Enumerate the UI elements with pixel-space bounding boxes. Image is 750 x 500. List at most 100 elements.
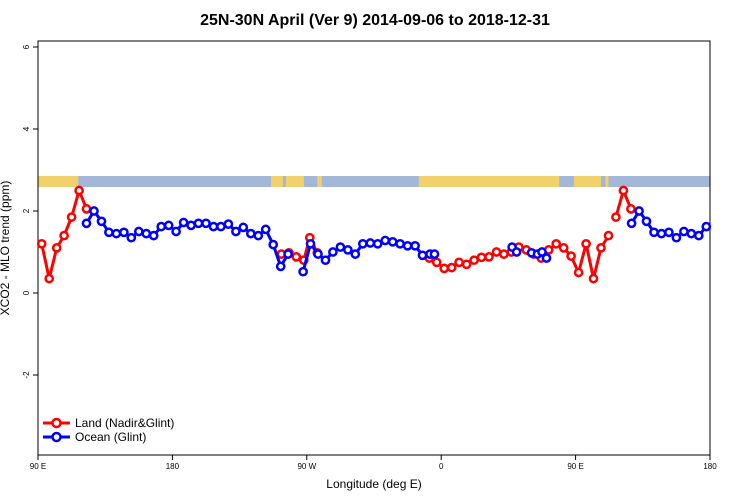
landmask-band (38, 176, 710, 187)
data-point-land (566, 251, 576, 261)
legend-item-ocean: Ocean (Glint) (43, 430, 146, 444)
data-point-ocean (656, 228, 667, 239)
x-tick-label: 90 E (567, 462, 583, 471)
x-axis-label: Longitude (deg E) (326, 477, 421, 491)
data-point-land (469, 255, 479, 266)
data-point-land (626, 204, 636, 214)
y-tick-label: 4 (22, 126, 31, 131)
data-point-land (36, 238, 47, 249)
land-band-segment (574, 176, 601, 187)
data-point-land (81, 204, 92, 214)
data-point-land (476, 252, 487, 263)
data-point-land (491, 247, 502, 257)
land-band-segment (317, 176, 322, 187)
data-point-ocean (186, 220, 196, 231)
data-point-land (603, 230, 614, 241)
land-band-segment (418, 176, 560, 187)
data-point-ocean (350, 249, 361, 259)
data-point-ocean (133, 226, 144, 237)
ocean-band (38, 176, 710, 187)
data-point-ocean (223, 219, 234, 229)
data-point-land (74, 185, 84, 196)
legend-swatch-land-marker (51, 417, 62, 429)
x-tick-label: 90 W (297, 462, 316, 471)
data-point-land (558, 243, 569, 253)
legend-item-land: Land (Nadir&Glint) (43, 416, 174, 430)
data-point-ocean (126, 232, 137, 243)
data-point-land (291, 252, 302, 262)
data-point-ocean (671, 232, 682, 243)
data-point-ocean (380, 235, 391, 246)
data-point-ocean (238, 222, 249, 233)
data-point-ocean (335, 242, 346, 252)
data-point-ocean (641, 216, 652, 227)
data-point-ocean (537, 247, 547, 257)
data-point-ocean (231, 226, 241, 237)
series-ocean (81, 206, 712, 277)
data-point-ocean (208, 221, 219, 232)
data-point-land (611, 212, 621, 222)
y-axis: -2 0 2 4 6 (22, 44, 38, 379)
data-point-ocean (634, 206, 644, 216)
data-point-ocean (171, 226, 181, 237)
data-point-ocean (429, 249, 440, 259)
data-point-ocean (104, 227, 114, 238)
data-point-ocean (111, 228, 122, 239)
data-point-ocean (357, 238, 368, 249)
x-tick-label: 180 (166, 462, 180, 471)
x-tick-label: 0 (439, 462, 444, 471)
data-point-land (551, 238, 562, 249)
plot-frame (37, 40, 711, 456)
data-point-ocean (216, 221, 226, 232)
y-tick-label: 2 (22, 208, 31, 213)
data-point-ocean (387, 236, 398, 247)
data-point-ocean (343, 245, 353, 255)
land-band-segment (285, 176, 304, 187)
data-point-land (59, 230, 69, 241)
legend-label-land: Land (Nadir&Glint) (75, 416, 174, 430)
data-point-ocean (305, 238, 316, 249)
data-point-ocean (320, 255, 331, 266)
data-point-ocean (283, 249, 293, 259)
data-point-land (596, 243, 606, 253)
data-point-ocean (148, 230, 159, 241)
legend: Land (Nadir&Glint) Ocean (Glint) (43, 416, 174, 444)
data-point-ocean (89, 206, 99, 216)
series-land (36, 185, 636, 284)
data-point-ocean (402, 240, 413, 251)
data-point-ocean (693, 230, 704, 241)
data-point-land (446, 262, 457, 273)
data-point-ocean (313, 249, 323, 259)
data-point-ocean (201, 218, 211, 229)
y-tick-label: -2 (22, 371, 31, 379)
data-point-ocean (81, 218, 92, 229)
data-point-land (499, 249, 509, 259)
data-point-land (66, 212, 77, 222)
data-point-ocean (365, 238, 376, 248)
data-point-land (461, 259, 472, 270)
data-point-ocean (253, 230, 264, 241)
data-point-land (573, 267, 584, 278)
land-band-segment (605, 176, 609, 187)
data-point-land (581, 238, 591, 249)
x-tick-label: 180 (703, 462, 717, 471)
data-point-ocean (410, 240, 420, 251)
data-point-ocean (649, 227, 659, 238)
x-tick-label: 90 E (30, 462, 46, 471)
data-point-land (51, 243, 62, 253)
data-point-ocean (268, 239, 279, 250)
data-point-ocean (664, 227, 674, 238)
data-point-land (44, 273, 55, 284)
land-band-segment (38, 176, 79, 187)
data-point-ocean (541, 253, 552, 263)
series-layer (36, 185, 712, 284)
chart-title: 25N-30N April (Ver 9) 2014-09-06 to 2018… (200, 12, 550, 29)
data-point-ocean (686, 228, 697, 239)
data-point-land (484, 252, 494, 262)
y-tick-label: 0 (22, 290, 31, 295)
data-point-ocean (417, 250, 428, 261)
data-point-ocean (119, 227, 129, 238)
data-point-ocean (679, 226, 689, 237)
